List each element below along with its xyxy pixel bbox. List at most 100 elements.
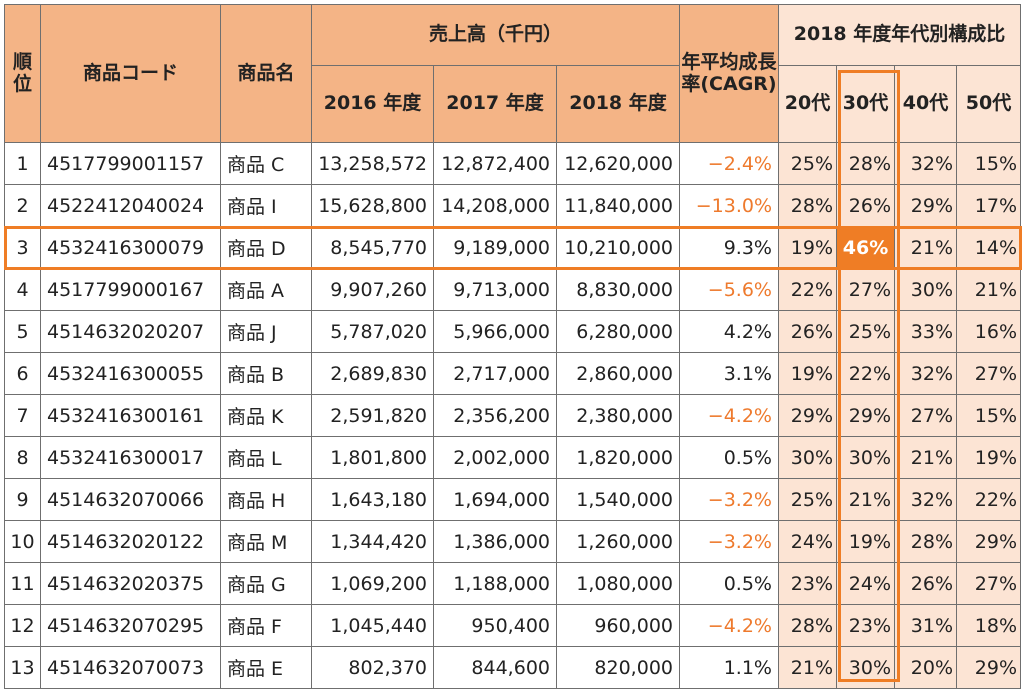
age-50s-cell: 18%: [956, 604, 1021, 647]
age-40s-cell: 33%: [894, 310, 957, 353]
age-40s-cell: 20%: [894, 646, 957, 689]
age-30s-cell: 28%: [836, 142, 895, 185]
rank-cell: 10: [4, 520, 41, 563]
product-code-cell: 4514632020122: [40, 520, 221, 563]
product-name-cell: 商品 H: [220, 478, 312, 521]
header-age-40s: 40代: [894, 65, 957, 143]
age-30s-cell: 23%: [836, 604, 895, 647]
age-20s-cell: 19%: [778, 352, 837, 395]
age-20s-cell: 25%: [778, 478, 837, 521]
rank-cell: 11: [4, 562, 41, 605]
table-row: 13 4514632070073 商品 E 802,370 844,600 820,000…: [4, 646, 1021, 689]
sales-2016-cell: 8,545,770: [311, 226, 434, 269]
table-row: 7 4532416300161 商品 K 2,591,820 2,356,200 2,38…: [4, 394, 1021, 437]
table-row: 5 4514632020207 商品 J 5,787,020 5,966,000 6,28…: [4, 310, 1021, 353]
sales-2017-cell: 950,400: [433, 604, 557, 647]
product-code-cell: 4514632070295: [40, 604, 221, 647]
age-30s-cell: 21%: [836, 478, 895, 521]
header-2016: 2016 年度: [311, 65, 434, 143]
product-code-cell: 4514632020375: [40, 562, 221, 605]
rank-cell: 4: [4, 268, 41, 311]
age-30s-cell: 24%: [836, 562, 895, 605]
age-50s-cell: 22%: [956, 478, 1021, 521]
cagr-cell: 0.5%: [679, 436, 779, 479]
product-code-cell: 4514632070066: [40, 478, 221, 521]
age-30s-cell: 19%: [836, 520, 895, 563]
product-name-cell: 商品 J: [220, 310, 312, 353]
rank-cell: 3: [4, 226, 41, 269]
sales-2017-cell: 9,713,000: [433, 268, 557, 311]
sales-2017-cell: 1,188,000: [433, 562, 557, 605]
age-40s-cell: 21%: [894, 226, 957, 269]
age-50s-cell: 27%: [956, 562, 1021, 605]
product-name-cell: 商品 D: [220, 226, 312, 269]
product-code-cell: 4514632070073: [40, 646, 221, 689]
sales-2018-cell: 1,820,000: [556, 436, 680, 479]
sales-2016-cell: 2,591,820: [311, 394, 434, 437]
product-code-cell: 4514632020207: [40, 310, 221, 353]
age-40s-cell: 32%: [894, 478, 957, 521]
table-row: 9 4514632070066 商品 H 1,643,180 1,694,000 1,54…: [4, 478, 1021, 521]
product-code-cell: 4517799001157: [40, 142, 221, 185]
age-30s-cell: 22%: [836, 352, 895, 395]
product-name-cell: 商品 B: [220, 352, 312, 395]
age-20s-cell: 23%: [778, 562, 837, 605]
product-name-cell: 商品 E: [220, 646, 312, 689]
age-20s-cell: 22%: [778, 268, 837, 311]
product-code-cell: 4532416300017: [40, 436, 221, 479]
age-50s-cell: 15%: [956, 394, 1021, 437]
rank-cell: 13: [4, 646, 41, 689]
sales-2017-cell: 14,208,000: [433, 184, 557, 227]
age-50s-cell: 19%: [956, 436, 1021, 479]
age-20s-cell: 29%: [778, 394, 837, 437]
table-row: 10 4514632020122 商品 M 1,344,420 1,386,000 1,2…: [4, 520, 1021, 563]
age-40s-cell: 32%: [894, 142, 957, 185]
age-20s-cell: 28%: [778, 184, 837, 227]
table-row: 11 4514632020375 商品 G 1,069,200 1,188,000 1,0…: [4, 562, 1021, 605]
cagr-cell: −4.2%: [679, 394, 779, 437]
cagr-cell: 9.3%: [679, 226, 779, 269]
sales-table-container: 順位 商品コード 商品名 売上高（千円） 年平均成長率(CAGR) 2018 年…: [3, 4, 1022, 689]
sales-2016-cell: 1,801,800: [311, 436, 434, 479]
cagr-cell: 0.5%: [679, 562, 779, 605]
product-code-cell: 4532416300055: [40, 352, 221, 395]
product-code-cell: 4532416300161: [40, 394, 221, 437]
age-20s-cell: 19%: [778, 226, 837, 269]
age-20s-cell: 30%: [778, 436, 837, 479]
header-cagr: 年平均成長率(CAGR): [679, 4, 779, 143]
rank-cell: 5: [4, 310, 41, 353]
sales-2018-cell: 2,380,000: [556, 394, 680, 437]
age-50s-cell: 17%: [956, 184, 1021, 227]
product-name-cell: 商品 K: [220, 394, 312, 437]
age-30s-cell: 46%: [836, 226, 895, 269]
table-row: 2 4522412040024 商品 I 15,628,800 14,208,000 11…: [4, 184, 1021, 227]
cagr-cell: −5.6%: [679, 268, 779, 311]
rank-cell: 7: [4, 394, 41, 437]
sales-2017-cell: 2,356,200: [433, 394, 557, 437]
header-2018: 2018 年度: [556, 65, 680, 143]
table-row: 6 4532416300055 商品 B 2,689,830 2,717,000 2,86…: [4, 352, 1021, 395]
sales-2018-cell: 1,080,000: [556, 562, 680, 605]
sales-2016-cell: 1,643,180: [311, 478, 434, 521]
age-50s-cell: 14%: [956, 226, 1021, 269]
product-name-cell: 商品 G: [220, 562, 312, 605]
rank-cell: 8: [4, 436, 41, 479]
age-20s-cell: 25%: [778, 142, 837, 185]
age-50s-cell: 29%: [956, 520, 1021, 563]
cagr-cell: 3.1%: [679, 352, 779, 395]
header-product-code: 商品コード: [40, 4, 221, 143]
sales-2018-cell: 6,280,000: [556, 310, 680, 353]
age-40s-cell: 31%: [894, 604, 957, 647]
sales-2016-cell: 15,628,800: [311, 184, 434, 227]
product-name-cell: 商品 A: [220, 268, 312, 311]
sales-2018-cell: 1,540,000: [556, 478, 680, 521]
age-50s-cell: 15%: [956, 142, 1021, 185]
rank-cell: 6: [4, 352, 41, 395]
table-row: 1 4517799001157 商品 C 13,258,572 12,872,400 12…: [4, 142, 1021, 185]
product-code-cell: 4532416300079: [40, 226, 221, 269]
product-code-cell: 4522412040024: [40, 184, 221, 227]
cagr-cell: 1.1%: [679, 646, 779, 689]
sales-2018-cell: 960,000: [556, 604, 680, 647]
age-20s-cell: 21%: [778, 646, 837, 689]
cagr-cell: −3.2%: [679, 520, 779, 563]
